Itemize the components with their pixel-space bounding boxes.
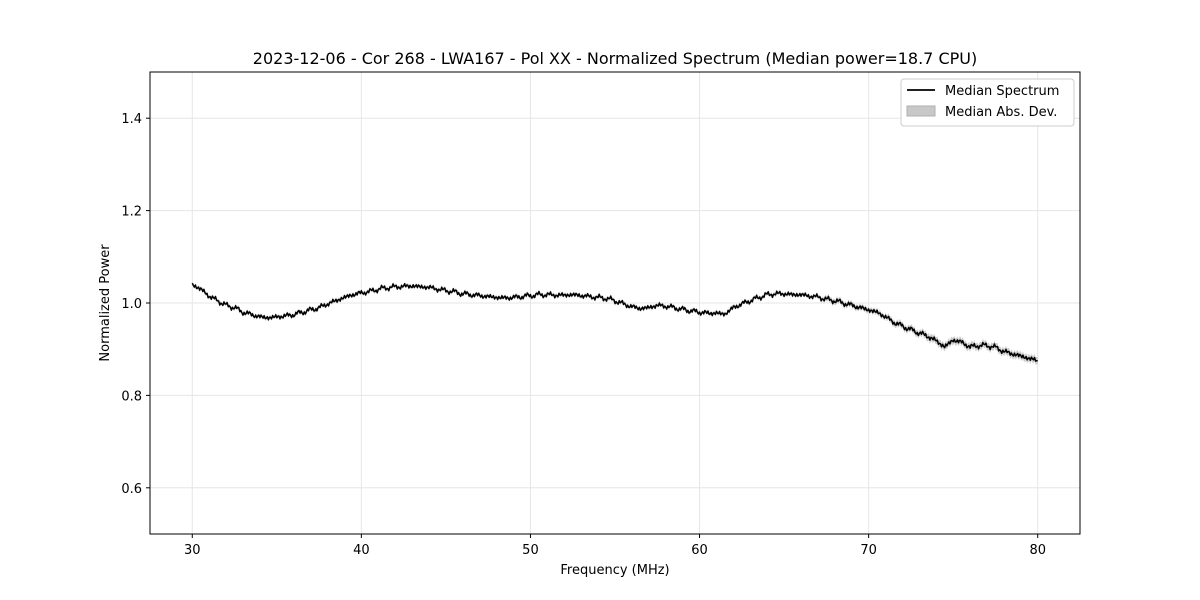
y-tick-label: 0.8 <box>121 389 142 404</box>
line-layer <box>191 282 1038 362</box>
median-spectrum-line <box>191 282 1038 362</box>
chart-title: 2023-12-06 - Cor 268 - LWA167 - Pol XX -… <box>253 49 977 68</box>
x-tick-label: 40 <box>353 543 370 558</box>
tick-layer: 30 40 50 60 70 80 0.6 0.8 1.0 1.2 1.4 <box>121 112 1046 558</box>
x-tick-label: 50 <box>522 543 539 558</box>
x-axis-label: Frequency (MHz) <box>560 563 669 578</box>
x-tick-label: 70 <box>860 543 877 558</box>
y-tick-label: 1.2 <box>121 205 142 220</box>
x-tick-label: 60 <box>691 543 708 558</box>
x-tick-label: 30 <box>184 543 201 558</box>
y-tick-label: 1.4 <box>121 112 142 127</box>
legend-box <box>900 78 1075 127</box>
legend-label-median-spectrum: Median Spectrum <box>945 84 1059 99</box>
y-axis-label: Normalized Power <box>98 244 113 362</box>
legend: Median Spectrum Median Abs. Dev. <box>900 78 1075 127</box>
legend-band-swatch <box>906 105 936 117</box>
legend-label-median-abs-dev: Median Abs. Dev. <box>945 105 1057 120</box>
y-tick-label: 1.0 <box>121 297 142 312</box>
x-tick-label: 80 <box>1029 543 1046 558</box>
y-tick-label: 0.6 <box>121 482 142 497</box>
